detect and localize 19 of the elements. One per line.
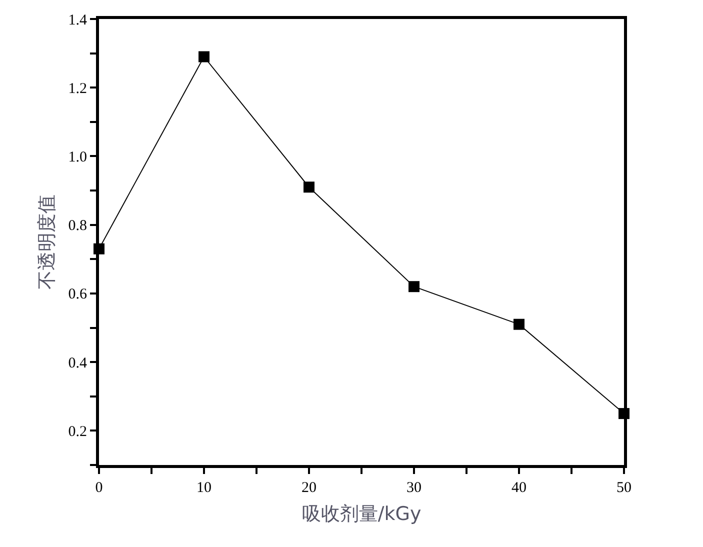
y-tick-label: 0.2 [68,424,87,440]
point [304,182,314,193]
x-tick-label: 20 [302,480,316,496]
y-tick-label: 1.0 [68,149,87,166]
point [408,281,420,292]
x-tick-label: 10 [196,480,212,496]
x-tick-label: 0 [95,480,103,496]
y-tick-label: 1.4 [68,12,88,28]
y-tick-label: 0.8 [68,218,87,234]
point [198,51,210,62]
y-tick-label: 1.2 [68,80,87,97]
point [514,318,524,330]
y-tick-label: 0.6 [68,286,88,303]
x-axis-title: 吸收剂量/kGy [302,502,422,525]
x-tick-label: 30 [406,480,422,496]
x-tick-label: 40 [512,480,526,496]
y-tick-label: 0.4 [68,355,88,372]
y-axis-title: 不透明度值 [36,194,58,290]
x-tick-label: 50 [616,480,632,496]
